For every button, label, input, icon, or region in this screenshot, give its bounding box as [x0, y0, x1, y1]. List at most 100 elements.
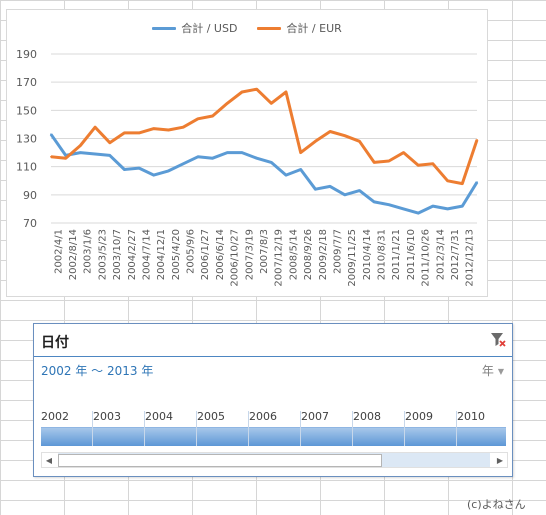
data-point [285, 91, 287, 93]
x-tick-label: 2009/11/25 [347, 229, 358, 287]
chart-legend: 合計 / USD 合計 / EUR [7, 20, 487, 36]
x-tick-label: 2012/12/13 [465, 229, 476, 287]
x-tick-label: 2009/2/18 [318, 229, 329, 280]
data-point [476, 181, 478, 184]
data-point [343, 193, 346, 196]
x-tick-label: 2002/8/14 [68, 229, 79, 280]
copyright-credit: (c)よねさん [467, 498, 526, 511]
data-point [299, 151, 302, 154]
series-line-usd[interactable] [49, 133, 479, 215]
data-point [50, 155, 52, 158]
time-level-value: 年 [481, 364, 494, 378]
data-point [167, 169, 170, 172]
data-point [476, 139, 478, 141]
data-point [123, 168, 126, 171]
x-tick-label: 2006/6/14 [215, 229, 226, 280]
y-tick-label: 150 [16, 104, 37, 117]
data-point [50, 133, 52, 136]
data-point [79, 151, 82, 154]
data-point [299, 168, 302, 171]
data-point [79, 144, 82, 147]
data-point [196, 117, 199, 120]
slicer-header: 日付 [34, 324, 512, 357]
data-point [417, 212, 420, 215]
time-level-dropdown[interactable]: 年 ▼ [482, 362, 504, 379]
x-tick-label: 2008/9/26 [303, 229, 314, 280]
x-tick-label: 2007/8/3 [259, 229, 270, 274]
data-point [255, 88, 258, 91]
chart-plot: 70 90 110 130 150 170 190 2002/4/1 2002/8/14 2003… [16, 48, 479, 287]
data-point [387, 203, 390, 206]
x-tick-label: 2004/12/1 [156, 229, 167, 280]
data-point [152, 174, 155, 177]
filter-clear-icon[interactable] [490, 332, 506, 348]
timeline-year-label: 2003 [93, 410, 121, 423]
legend-item-eur: 合計 / EUR [257, 20, 342, 36]
timeline-year-label: 2005 [197, 410, 225, 423]
data-point [373, 200, 376, 203]
y-tick-label: 90 [23, 189, 37, 202]
data-point [358, 140, 361, 143]
legend-label-eur: 合計 / EUR [286, 22, 342, 35]
x-tick-label: 2012/7/31 [450, 229, 461, 280]
timeline-scrollbar[interactable]: ◀ ▶ [41, 452, 508, 468]
x-tick-label: 2004/2/27 [127, 229, 138, 280]
timeline-divider [300, 411, 301, 446]
timeline-divider [144, 411, 145, 446]
data-point [138, 167, 141, 169]
data-point [152, 127, 155, 130]
timeline-year-label: 2007 [301, 410, 329, 423]
data-point [432, 205, 434, 208]
x-tick-label: 2011/6/10 [406, 229, 417, 280]
chevron-down-icon: ▼ [497, 367, 504, 376]
data-point [329, 185, 332, 188]
legend-swatch-usd [152, 26, 177, 30]
data-point [64, 157, 67, 160]
timeline-divider [248, 411, 249, 446]
x-tick-label: 2011/1/21 [391, 229, 402, 280]
timeline-divider [456, 411, 457, 446]
series-line-eur[interactable] [50, 87, 479, 186]
data-point [211, 115, 214, 117]
timeline-year-label: 2004 [145, 410, 173, 423]
x-tick-label: 2006/1/27 [200, 229, 211, 280]
timeline-years: 2002 2003 2004 2005 2006 2007 2008 2009 2010 [41, 410, 506, 424]
x-tick-label: 2003/1/6 [83, 229, 94, 274]
data-point [343, 134, 346, 137]
scroll-left-arrow-icon[interactable]: ◀ [45, 455, 53, 465]
scroll-right-arrow-icon[interactable]: ▶ [496, 455, 504, 465]
x-tick-label: 2003/5/23 [97, 229, 108, 280]
data-point [196, 155, 199, 158]
timeline-divider [92, 411, 93, 446]
legend-item-usd: 合計 / USD [152, 20, 237, 36]
data-point [167, 129, 170, 131]
data-point [314, 140, 317, 143]
line-chart[interactable]: 合計 / USD 合計 / EUR 70 90 110 130 150 170 190 200… [6, 9, 488, 297]
timeline-year-label: 2006 [249, 410, 277, 423]
legend-label-usd: 合計 / USD [181, 22, 238, 35]
scroll-thumb[interactable] [58, 454, 382, 467]
data-point [402, 151, 405, 154]
timeline-selection-bar[interactable] [41, 411, 506, 446]
data-point [446, 208, 449, 210]
legend-swatch-eur [257, 26, 282, 30]
x-tick-label: 2002/4/1 [53, 229, 64, 274]
data-point [211, 157, 214, 160]
timeline-divider [404, 411, 405, 446]
y-tick-label: 190 [16, 48, 37, 61]
x-tick-label: 2005/4/20 [171, 229, 182, 280]
x-tick-label: 2011/10/26 [421, 229, 432, 287]
y-tick-label: 110 [16, 161, 37, 174]
x-tick-label: 2003/10/7 [112, 229, 123, 280]
timeline-year-label: 2010 [457, 410, 485, 423]
data-point [255, 157, 258, 160]
x-tick-label: 2012/3/14 [435, 229, 446, 280]
data-point [358, 189, 361, 192]
data-point [226, 151, 229, 154]
data-point [446, 179, 449, 182]
x-tick-label: 2009/7/7 [332, 229, 343, 274]
y-tick-label: 70 [23, 217, 37, 230]
x-tick-label: 2007/3/19 [244, 229, 255, 280]
timeline-slicer[interactable]: 日付 2002 年 ～ 2013 年 年 ▼ 2002 2003 2004 2005 20… [33, 323, 513, 477]
scroll-track[interactable] [58, 453, 490, 467]
